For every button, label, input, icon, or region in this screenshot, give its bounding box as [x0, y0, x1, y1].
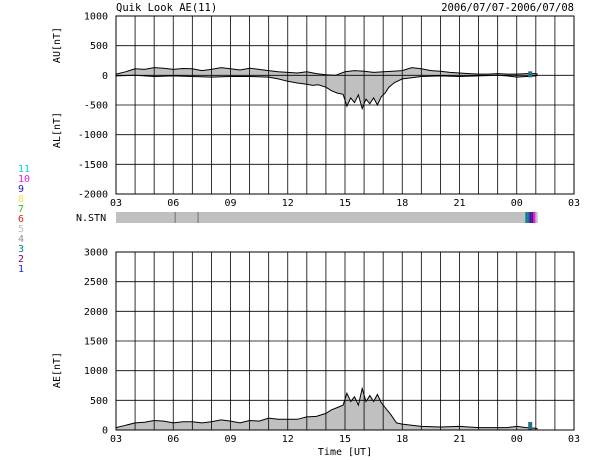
station-color-segment	[533, 212, 536, 223]
station-number-4: 4	[18, 234, 25, 245]
ae-area	[116, 388, 538, 430]
x-axis-label: Time [UT]	[318, 447, 372, 458]
station-marker	[528, 71, 533, 78]
station-color-segment	[525, 212, 528, 223]
al-axis-label: AL[nT]	[52, 112, 63, 148]
x-tick-label: 21	[453, 198, 465, 209]
x-tick-label: 15	[339, 434, 351, 445]
station-count-bar	[116, 212, 538, 223]
x-tick-label: 12	[282, 198, 294, 209]
y-tick-label: 1000	[84, 366, 108, 377]
date-range: 2006/07/07-2006/07/08	[441, 2, 574, 14]
al-series-line	[115, 74, 538, 111]
station-number-11: 11	[18, 164, 31, 175]
station-number-9: 9	[18, 184, 25, 195]
station-color-segment	[527, 212, 530, 223]
x-tick-label: 12	[282, 434, 294, 445]
station-count-strip: N.STN	[76, 212, 538, 224]
station-number-10: 10	[18, 174, 31, 185]
x-tick-label: 03	[568, 434, 580, 445]
au-axis-label: AU[nT]	[52, 27, 63, 63]
ae-series-line	[115, 386, 538, 430]
y-tick-label: -1500	[78, 160, 108, 171]
y-tick-label: 1000	[84, 12, 108, 23]
y-tick-label: -2000	[78, 190, 108, 201]
station-number-2: 2	[18, 254, 25, 265]
x-tick-label: 06	[167, 434, 179, 445]
station-number-3: 3	[18, 244, 25, 255]
station-number-8: 8	[18, 194, 25, 205]
x-tick-label: 09	[224, 198, 236, 209]
y-tick-label: 1500	[84, 337, 108, 348]
au-series-line	[115, 67, 538, 76]
x-tick-label: 00	[511, 434, 523, 445]
y-tick-label: 500	[90, 396, 108, 407]
x-tick-label: 18	[396, 198, 408, 209]
y-tick-label: 0	[102, 426, 108, 437]
x-tick-label: 00	[511, 198, 523, 209]
y-tick-label: 500	[90, 41, 108, 52]
nstn-label: N.STN	[76, 213, 106, 224]
au-al-frame	[115, 15, 575, 195]
x-tick-label: 09	[224, 434, 236, 445]
au-area	[116, 67, 538, 76]
y-tick-label: 0	[102, 71, 108, 82]
x-tick-label: 15	[339, 198, 351, 209]
station-color-segment	[529, 212, 532, 223]
station-number-7: 7	[18, 204, 25, 215]
x-tick-label: 03	[110, 434, 122, 445]
x-tick-label: 21	[453, 434, 465, 445]
ae-frame	[115, 251, 575, 431]
y-tick-label: 2500	[84, 277, 108, 288]
chart-title: Quik Look AE(11)	[116, 2, 217, 14]
y-tick-label: -1000	[78, 130, 108, 141]
x-tick-label: 18	[396, 434, 408, 445]
y-tick-label: 3000	[84, 248, 108, 259]
station-color-segment	[531, 212, 534, 223]
x-tick-label: 06	[167, 198, 179, 209]
station-number-5: 5	[18, 224, 25, 235]
station-number-6: 6	[18, 214, 25, 225]
y-tick-label: 2000	[84, 307, 108, 318]
y-tick-label: -500	[84, 101, 108, 112]
station-number-1: 1	[18, 264, 25, 275]
x-tick-label: 03	[110, 198, 122, 209]
al-area	[116, 75, 538, 109]
station-marker	[528, 422, 533, 430]
x-tick-label: 03	[568, 198, 580, 209]
ae-axis-label: AE[nT]	[52, 352, 63, 388]
